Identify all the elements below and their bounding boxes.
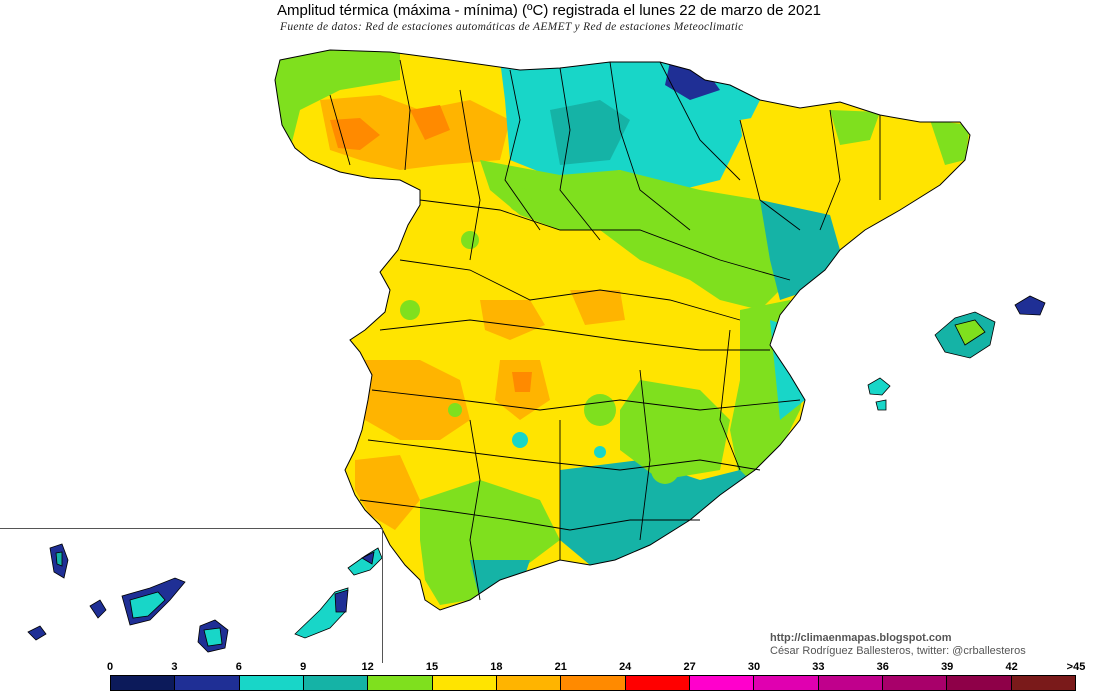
legend-swatch [625, 676, 690, 690]
legend-tick-label: 3 [171, 661, 178, 673]
map-title: Amplitud térmica (máxima - mínima) (ºC) … [276, 2, 821, 19]
legend-tick-label: 0 [106, 661, 114, 673]
balearic-islands [867, 295, 1046, 411]
legend-swatch [818, 676, 883, 690]
legend-swatch [496, 676, 562, 690]
legend-swatch [561, 676, 626, 690]
spain-temperature-map [27, 49, 1046, 653]
legend-swatch [882, 676, 948, 690]
legend-tick-label: 33 [812, 661, 825, 673]
legend-swatch [368, 676, 433, 690]
legend-tick-label: 15 [425, 661, 439, 673]
legend-swatch [1011, 676, 1075, 690]
legend-swatch [303, 676, 369, 690]
legend-color-bar [110, 675, 1076, 691]
legend-swatch [432, 676, 497, 690]
peninsula [274, 49, 971, 611]
legend-tick-label: 36 [876, 661, 889, 673]
legend-tick-label: 21 [554, 661, 567, 673]
canary-islands [27, 543, 383, 653]
legend-tick-label: 12 [361, 661, 374, 673]
canary-inset-frame [0, 528, 383, 663]
legend-swatch [754, 676, 819, 690]
map-subtitle: Fuente de datos: Red de estaciones autom… [280, 21, 744, 33]
legend-tick-label: 30 [747, 661, 761, 673]
legend-swatch [689, 676, 755, 690]
legend-tick-label: 27 [683, 661, 696, 673]
legend-swatch [111, 676, 176, 690]
province-borders [329, 59, 881, 601]
legend-tick-label: 42 [1005, 661, 1018, 673]
credit-author: César Rodríguez Ballesteros, twitter: @c… [770, 645, 1026, 657]
color-legend: 0 3 6 9 12 15 18 21 24 27 30 33 36 39 42 >45 [0, 660, 1098, 696]
legend-tick-label: 9 [300, 661, 307, 673]
legend-swatch [239, 676, 304, 690]
legend-swatch [175, 676, 240, 690]
legend-tick-label: 24 [619, 661, 632, 673]
legend-swatch [947, 676, 1012, 690]
legend-tick-label: >45 [1066, 661, 1086, 673]
legend-tick-label: 39 [941, 661, 954, 673]
legend-tick-label: 6 [235, 661, 242, 673]
legend-tick-label: 18 [490, 661, 503, 673]
credit-url: http://climaenmapas.blogspot.com [770, 632, 952, 644]
